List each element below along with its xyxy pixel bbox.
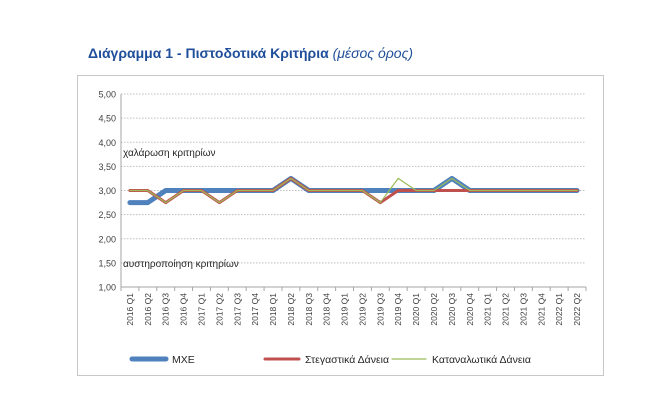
x-tick-label: 2021 Q3 — [518, 293, 528, 326]
annotation-label: αυστηροποίηση κριτηρίων — [123, 258, 239, 270]
x-tick-label: 2021 Q4 — [536, 293, 546, 326]
x-tick-label: 2020 Q4 — [465, 293, 475, 326]
x-tick-label: 2022 Q1 — [554, 293, 564, 326]
x-tick-label: 2019 Q1 — [340, 293, 350, 326]
x-tick-label: 2018 Q4 — [322, 293, 332, 326]
x-tick-label: 2019 Q3 — [375, 293, 385, 326]
x-tick-label: 2018 Q2 — [286, 293, 296, 326]
y-tick-label: 1,50 — [98, 258, 116, 268]
x-tick-label: 2019 Q4 — [393, 293, 403, 326]
legend-label: ΜΧΕ — [172, 354, 195, 366]
x-tick-label: 2018 Q1 — [268, 293, 278, 326]
x-tick-label: 2020 Q1 — [411, 293, 421, 326]
y-tick-label: 3,50 — [98, 162, 116, 172]
annotation-label: χαλάρωση κριτηρίων — [123, 147, 216, 159]
y-tick-label: 4,50 — [98, 114, 116, 124]
x-tick-label: 2017 Q2 — [214, 293, 224, 326]
x-tick-label: 2019 Q2 — [357, 293, 367, 326]
chart-title-main: Διάγραμμα 1 - Πιστοδοτικά Κριτήρια — [88, 45, 329, 61]
legend-label: Καταναλωτικά Δάνεια — [432, 354, 531, 366]
x-tick-label: 2016 Q4 — [179, 293, 189, 326]
x-tick-label: 2018 Q3 — [304, 293, 314, 326]
y-tick-label: 5,00 — [98, 90, 116, 100]
y-tick-label: 3,00 — [98, 186, 116, 196]
y-tick-label: 4,00 — [98, 138, 116, 148]
legend-label: Στεγαστικά Δάνεια — [305, 354, 389, 366]
series-line-3 — [129, 177, 578, 204]
x-tick-label: 2016 Q3 — [161, 293, 171, 326]
y-tick-label: 2,50 — [98, 210, 116, 220]
x-tick-label: 2021 Q1 — [483, 293, 493, 326]
chart-frame — [77, 75, 604, 376]
chart-title-sub: (μέσος όρος) — [332, 45, 414, 61]
chart-title: Διάγραμμα 1 - Πιστοδοτικά Κριτήρια (μέσο… — [88, 45, 413, 61]
x-tick-label: 2016 Q1 — [125, 293, 135, 326]
x-tick-label: 2020 Q3 — [447, 293, 457, 326]
x-tick-label: 2021 Q2 — [501, 293, 511, 326]
y-tick-label: 2,00 — [98, 234, 116, 244]
x-tick-label: 2017 Q4 — [250, 293, 260, 326]
x-tick-label: 2020 Q2 — [429, 293, 439, 326]
x-tick-label: 2016 Q2 — [143, 293, 153, 326]
y-tick-label: 1,00 — [98, 283, 116, 293]
x-tick-label: 2017 Q1 — [196, 293, 206, 326]
x-tick-label: 2022 Q2 — [572, 293, 582, 326]
x-tick-label: 2017 Q3 — [232, 293, 242, 326]
